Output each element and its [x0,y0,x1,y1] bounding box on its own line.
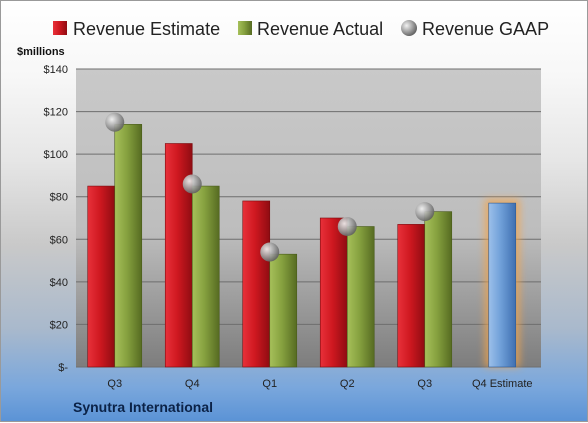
x-tick-label: Q2 [340,378,355,390]
marker-revenue-gaap [105,112,125,132]
x-tick-label: Q3 [417,378,432,390]
bar-revenue-estimate [397,224,426,368]
x-axis: Q3 Q4 Q1 Q2 Q3 Q4 Estimate [107,378,532,390]
x-tick-label: Q4 [185,378,200,390]
legend-label-gaap: Revenue GAAP [422,19,549,39]
y-tick-label: $120 [44,107,68,119]
y-tick-label: $60 [50,234,68,246]
legend-swatch-estimate [53,21,67,35]
bar-revenue-estimate [319,217,348,368]
gridlines [76,68,541,368]
bar-revenue-actual [269,253,298,368]
bar-revenue-actual [114,124,143,368]
y-tick-label: $20 [50,319,68,331]
y-tick-label: $80 [50,192,68,204]
x-tick-label: Q3 [107,378,122,390]
bar-revenue-actual [346,226,375,368]
y-tick-label: $100 [44,149,68,161]
bar-revenue-actual [191,185,220,368]
bar-revenue-actual [424,211,453,368]
plot-area [76,69,541,367]
legend-swatch-gaap [401,20,417,36]
marker-revenue-gaap [182,174,202,194]
bar-revenue-estimate [242,200,271,368]
x-tick-label: Q4 Estimate [472,378,533,390]
legend-swatch-actual [238,21,252,35]
legend: Revenue Estimate Revenue Actual Revenue … [53,19,549,39]
x-tick-label: Q1 [262,378,277,390]
marker-revenue-gaap [260,242,280,262]
marker-revenue-gaap [415,202,435,222]
company-name: Synutra International [73,399,213,415]
y-tick-label: $- [58,362,68,374]
y-axis-unit-label: $millions [17,46,65,58]
gaap-markers-layer [105,112,435,262]
y-tick-label: $40 [50,277,68,289]
legend-label-estimate: Revenue Estimate [73,19,220,39]
y-axis: $- $20 $40 $60 $80 $100 $120 $140 [44,64,69,374]
bar-revenue-estimate-highlight [488,202,517,368]
y-tick-label: $140 [44,64,68,76]
marker-revenue-gaap [337,217,357,237]
bars-layer [87,124,520,368]
bar-revenue-estimate [87,185,116,368]
legend-label-actual: Revenue Actual [257,19,383,39]
